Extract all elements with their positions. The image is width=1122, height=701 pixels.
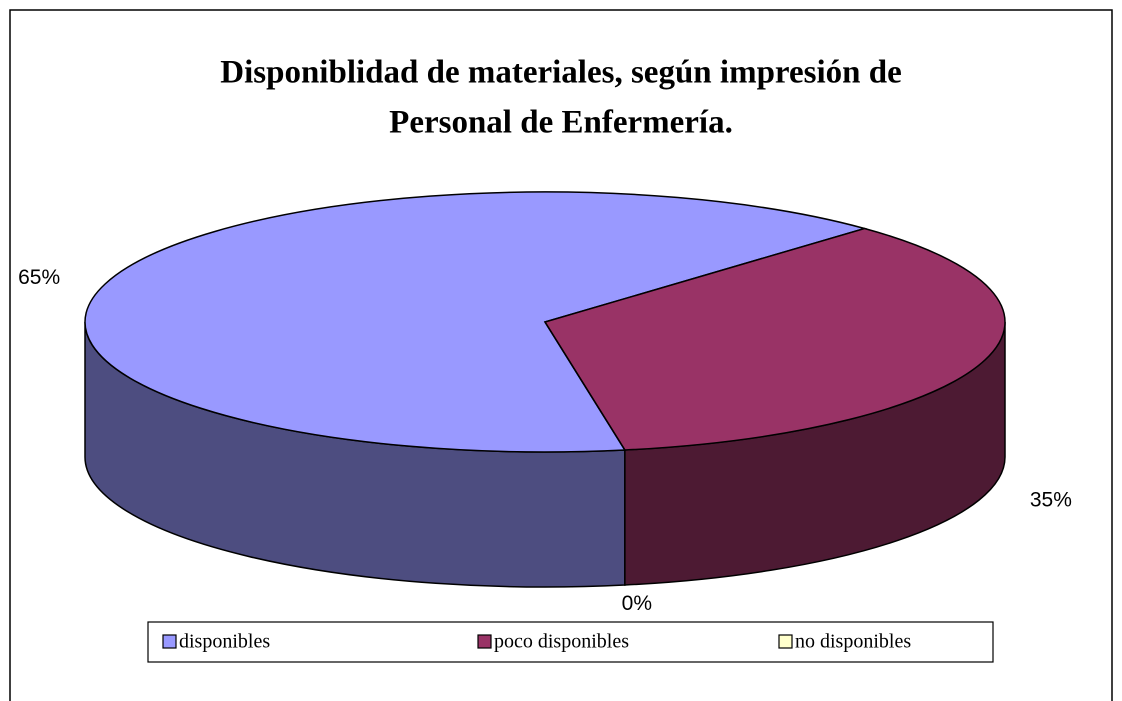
legend-swatch	[162, 634, 177, 649]
legend-box	[147, 621, 994, 663]
pie-slice	[84, 191, 868, 453]
legend-label: disponibles	[179, 631, 270, 653]
data-label: 35%	[1030, 488, 1072, 511]
legend-label: no disponibles	[795, 631, 911, 653]
chart-title: Disponiblidad de materiales, según impre…	[220, 55, 901, 91]
data-label: 0%	[622, 592, 652, 615]
legend-swatch	[477, 634, 492, 649]
chart-title: Personal de Enfermería.	[389, 105, 733, 141]
legend-label: poco disponibles	[494, 631, 629, 653]
pie-slice	[543, 227, 1006, 451]
data-label: 65%	[18, 266, 60, 289]
legend-swatch	[778, 634, 793, 649]
pie-slice	[544, 321, 626, 451]
